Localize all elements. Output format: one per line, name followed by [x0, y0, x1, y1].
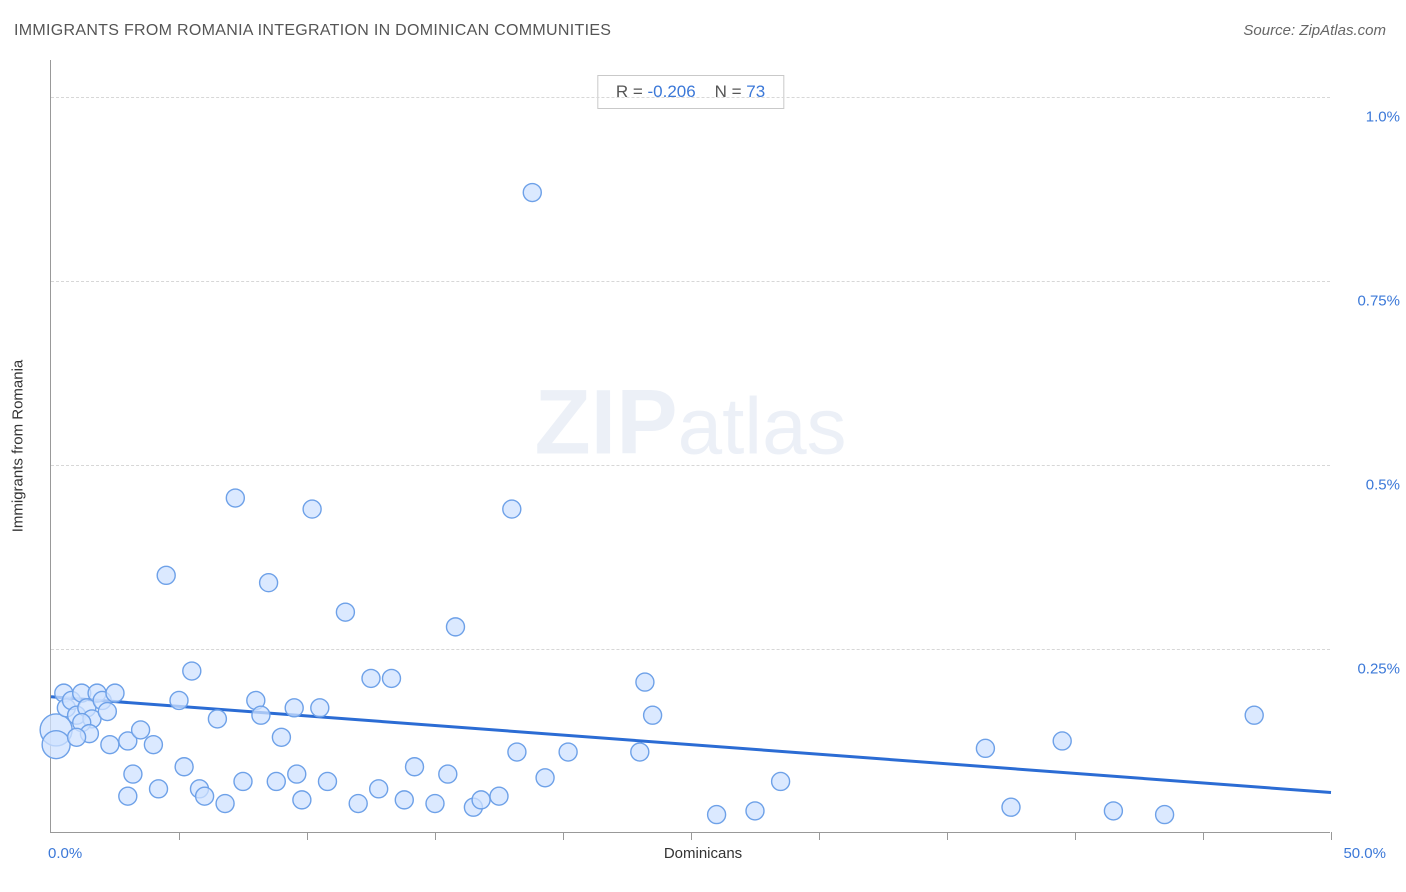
data-point[interactable]	[772, 772, 790, 790]
data-point[interactable]	[293, 791, 311, 809]
data-point[interactable]	[132, 721, 150, 739]
x-tick	[307, 832, 308, 840]
data-point[interactable]	[1002, 798, 1020, 816]
data-point[interactable]	[708, 806, 726, 824]
data-point[interactable]	[976, 739, 994, 757]
data-point[interactable]	[101, 736, 119, 754]
y-axis-label: Immigrants from Romania	[10, 360, 27, 533]
x-tick	[947, 832, 948, 840]
data-point[interactable]	[349, 795, 367, 813]
data-point[interactable]	[370, 780, 388, 798]
data-point[interactable]	[106, 684, 124, 702]
data-point[interactable]	[406, 758, 424, 776]
x-axis-label: Dominicans	[664, 845, 742, 862]
data-point[interactable]	[183, 662, 201, 680]
source-attribution: Source: ZipAtlas.com	[1243, 22, 1386, 39]
y-tick-label: 0.75%	[1340, 292, 1400, 309]
data-point[interactable]	[336, 603, 354, 621]
plot-area: R = -0.206 N = 73 ZIPatlas 0.25%0.5%0.75…	[50, 60, 1330, 833]
data-point[interactable]	[226, 489, 244, 507]
data-point[interactable]	[144, 736, 162, 754]
x-tick	[691, 832, 692, 840]
x-axis-origin-label: 0.0%	[48, 845, 82, 862]
data-point[interactable]	[157, 566, 175, 584]
data-point[interactable]	[170, 691, 188, 709]
data-point[interactable]	[216, 795, 234, 813]
data-point[interactable]	[1156, 806, 1174, 824]
data-point[interactable]	[446, 618, 464, 636]
data-point[interactable]	[68, 728, 86, 746]
data-point[interactable]	[208, 710, 226, 728]
data-point[interactable]	[311, 699, 329, 717]
data-point[interactable]	[472, 791, 490, 809]
x-tick	[179, 832, 180, 840]
data-point[interactable]	[98, 703, 116, 721]
data-point[interactable]	[382, 669, 400, 687]
data-point[interactable]	[503, 500, 521, 518]
data-point[interactable]	[559, 743, 577, 761]
x-tick	[1331, 832, 1332, 840]
chart-title: IMMIGRANTS FROM ROMANIA INTEGRATION IN D…	[14, 22, 611, 40]
data-point[interactable]	[490, 787, 508, 805]
data-point[interactable]	[426, 795, 444, 813]
source-link[interactable]: ZipAtlas.com	[1299, 22, 1386, 39]
source-label: Source:	[1243, 22, 1295, 39]
data-point[interactable]	[318, 772, 336, 790]
data-point[interactable]	[252, 706, 270, 724]
data-point[interactable]	[150, 780, 168, 798]
x-tick	[563, 832, 564, 840]
data-point[interactable]	[395, 791, 413, 809]
data-point[interactable]	[636, 673, 654, 691]
data-point[interactable]	[536, 769, 554, 787]
data-point[interactable]	[1245, 706, 1263, 724]
data-point[interactable]	[285, 699, 303, 717]
data-point[interactable]	[267, 772, 285, 790]
data-point[interactable]	[644, 706, 662, 724]
data-point[interactable]	[439, 765, 457, 783]
x-tick	[435, 832, 436, 840]
data-point[interactable]	[523, 184, 541, 202]
x-tick	[819, 832, 820, 840]
x-tick	[1203, 832, 1204, 840]
data-point[interactable]	[1053, 732, 1071, 750]
x-tick	[1075, 832, 1076, 840]
y-tick-label: 0.25%	[1340, 660, 1400, 677]
data-point[interactable]	[119, 787, 137, 805]
data-point[interactable]	[508, 743, 526, 761]
data-point[interactable]	[272, 728, 290, 746]
data-point[interactable]	[260, 574, 278, 592]
data-point[interactable]	[175, 758, 193, 776]
data-point[interactable]	[631, 743, 649, 761]
data-point[interactable]	[746, 802, 764, 820]
data-point[interactable]	[288, 765, 306, 783]
data-point[interactable]	[362, 669, 380, 687]
data-point[interactable]	[124, 765, 142, 783]
x-axis-max-label: 50.0%	[1343, 845, 1386, 862]
scatter-chart	[51, 60, 1330, 832]
data-point[interactable]	[1104, 802, 1122, 820]
data-point[interactable]	[303, 500, 321, 518]
data-point[interactable]	[234, 772, 252, 790]
data-point[interactable]	[196, 787, 214, 805]
y-tick-label: 1.0%	[1340, 108, 1400, 125]
y-tick-label: 0.5%	[1340, 476, 1400, 493]
data-point[interactable]	[42, 731, 70, 759]
